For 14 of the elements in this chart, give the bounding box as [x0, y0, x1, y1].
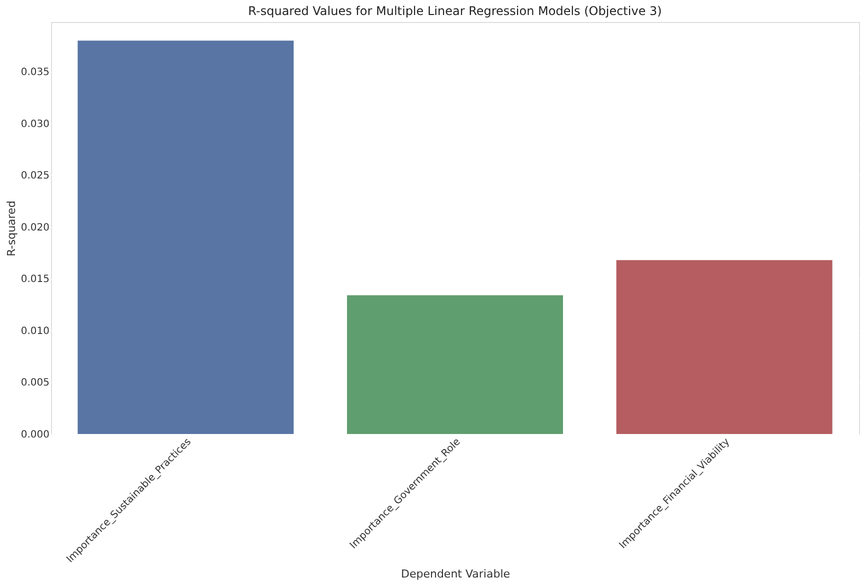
y-tick-label: 0.030 [20, 118, 50, 130]
y-tick-label: 0.000 [20, 430, 50, 440]
y-tick-label: 0.005 [20, 378, 50, 389]
y-tick-label: 0.015 [20, 274, 50, 286]
chart-title: R-squared Values for Multiple Linear Regression Models (Objective 3) [248, 4, 662, 18]
x-axis-title: Dependent Variable [400, 567, 510, 580]
y-tick-label: 0.010 [20, 326, 50, 337]
bar [78, 40, 294, 434]
y-tick-label: 0.020 [20, 222, 50, 234]
bar [616, 260, 832, 434]
y-tick-label: 0.035 [20, 67, 50, 78]
y-tick-label: 0.025 [20, 170, 50, 182]
y-axis-title: R-squared [4, 200, 18, 256]
bar [347, 295, 563, 434]
